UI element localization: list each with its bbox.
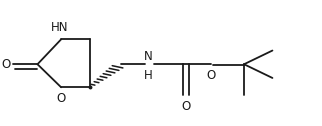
Text: O: O [181, 100, 190, 113]
Text: N: N [144, 50, 152, 63]
Text: H: H [144, 69, 152, 82]
Text: O: O [57, 92, 66, 105]
Text: O: O [206, 69, 215, 82]
Text: O: O [2, 58, 11, 71]
Text: HN: HN [51, 21, 68, 34]
